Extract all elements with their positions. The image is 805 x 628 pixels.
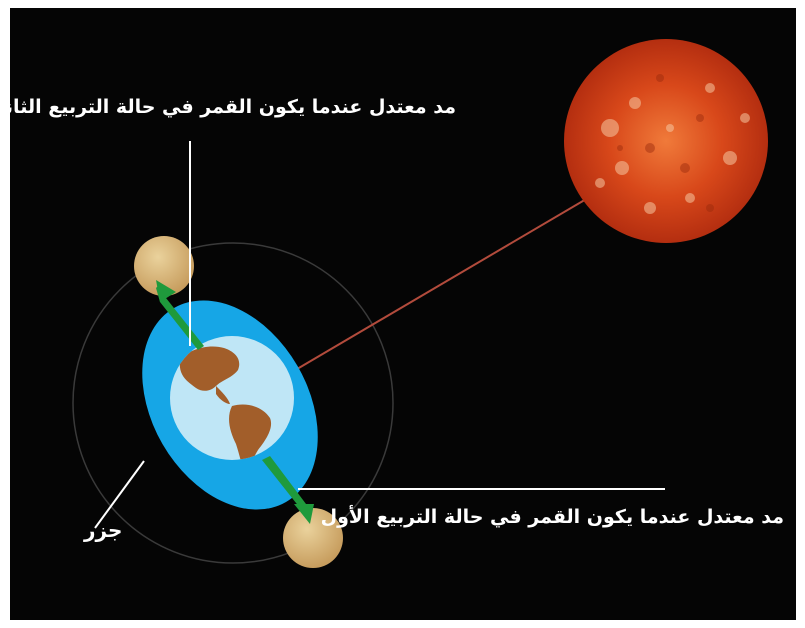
label-first-quarter-tide: مد معتدل عندما يكون القمر في حالة التربي… xyxy=(320,506,784,528)
arrow-to-top-moon-head xyxy=(156,280,176,302)
sun xyxy=(564,39,768,243)
arrow-to-bottom-moon xyxy=(262,456,306,508)
moon-bottom xyxy=(283,508,343,568)
diagram-canvas: مد معتدل عندما يكون القمر في حالة التربي… xyxy=(10,8,796,620)
tides-diagram xyxy=(72,39,768,568)
label-low-tide: جزر xyxy=(84,518,123,542)
earth xyxy=(170,336,294,460)
moon-top xyxy=(134,236,194,296)
leader-line-neap xyxy=(94,460,145,529)
label-second-quarter-tide: مد معتدل عندما يكون القمر في حالة التربي… xyxy=(10,96,456,118)
moon-orbit xyxy=(72,242,394,564)
arrow-to-bottom-moon-head xyxy=(294,504,314,524)
sun-earth-line xyxy=(291,197,589,373)
arrow-to-top-moon xyxy=(156,284,204,350)
